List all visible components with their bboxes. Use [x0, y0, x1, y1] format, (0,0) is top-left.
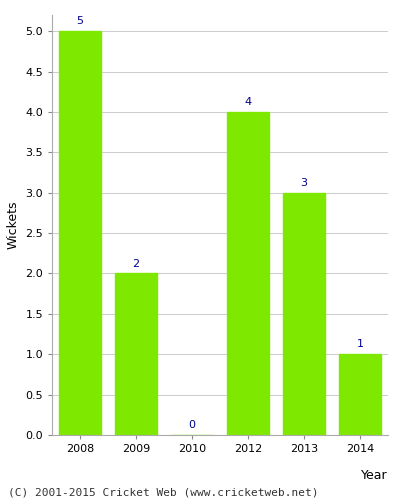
Bar: [59, 31, 101, 435]
Y-axis label: Wickets: Wickets: [7, 200, 20, 249]
Bar: [339, 354, 381, 435]
Text: Year: Year: [361, 468, 388, 481]
Text: (C) 2001-2015 Cricket Web (www.cricketweb.net): (C) 2001-2015 Cricket Web (www.cricketwe…: [8, 488, 318, 498]
Bar: [227, 112, 269, 435]
Bar: [283, 192, 325, 435]
Text: 4: 4: [244, 97, 252, 107]
Text: 1: 1: [356, 340, 364, 349]
Text: 3: 3: [300, 178, 308, 188]
Text: 0: 0: [188, 420, 196, 430]
Text: 5: 5: [76, 16, 84, 26]
Text: 2: 2: [132, 258, 140, 268]
Bar: [115, 274, 157, 435]
